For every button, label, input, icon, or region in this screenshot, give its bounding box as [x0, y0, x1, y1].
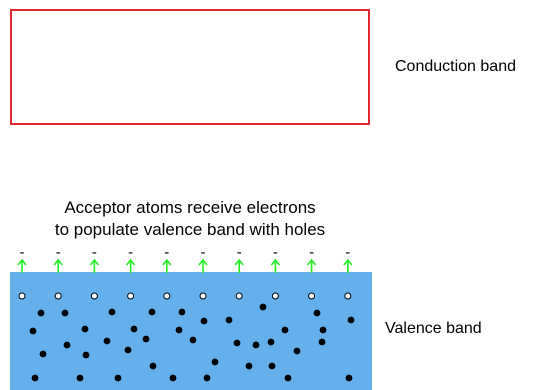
arrow-head-icon: [125, 258, 136, 266]
acceptor-symbol: -: [56, 244, 61, 261]
electron: [233, 339, 241, 347]
electron: [259, 303, 267, 311]
acceptor-symbol: -: [273, 244, 278, 261]
electron: [61, 309, 69, 317]
electron: [130, 325, 138, 333]
valence-band-region: [10, 272, 372, 390]
electron: [178, 308, 186, 316]
electron: [313, 309, 321, 317]
electron: [268, 362, 276, 370]
electron: [345, 374, 353, 382]
arrow-head-icon: [306, 258, 317, 266]
arrow-head-icon: [17, 258, 27, 266]
electron: [103, 337, 111, 345]
acceptor-caption-line1: Acceptor atoms receive electrons: [64, 198, 316, 217]
electron: [347, 316, 355, 324]
arrow-head-icon: [162, 258, 172, 266]
electron: [200, 317, 208, 325]
hole: [18, 292, 26, 300]
electron: [81, 325, 89, 333]
acceptor-symbol: -: [164, 244, 169, 261]
hole: [235, 292, 243, 300]
electron: [281, 326, 289, 334]
hole: [199, 292, 207, 300]
electron: [108, 308, 116, 316]
electron: [124, 346, 132, 354]
electron: [169, 374, 177, 382]
arrow-head-icon: [89, 258, 100, 266]
electron: [29, 327, 37, 335]
arrow-head-icon: [270, 258, 281, 266]
conduction-band-label: Conduction band: [395, 58, 516, 75]
valence-band-label: Valence band: [385, 320, 482, 337]
acceptor-symbol: -: [309, 244, 314, 261]
electron: [252, 341, 260, 349]
electron: [203, 374, 211, 382]
acceptor-symbol: -: [92, 244, 97, 261]
electron: [37, 309, 45, 317]
electron: [149, 362, 157, 370]
conduction-band-box: [10, 9, 370, 125]
acceptor-symbol: -: [201, 244, 206, 261]
electron: [76, 374, 84, 382]
electron: [225, 316, 233, 324]
hole: [163, 292, 171, 300]
acceptor-symbol: -: [345, 244, 350, 261]
hole: [308, 292, 316, 300]
acceptor-caption-line2: to populate valence band with holes: [54, 220, 326, 239]
electron: [267, 338, 275, 346]
electron: [211, 358, 219, 366]
electron: [63, 341, 71, 349]
electron: [284, 374, 292, 382]
electron: [318, 338, 326, 346]
electron: [175, 326, 183, 334]
arrow-head-icon: [234, 258, 244, 266]
electron: [31, 374, 39, 382]
electron: [114, 374, 122, 382]
electron: [245, 362, 253, 370]
hole: [271, 292, 279, 300]
hole: [344, 292, 352, 300]
arrow-head-icon: [53, 258, 63, 266]
electron: [293, 347, 301, 355]
electron: [82, 351, 90, 359]
electron: [189, 336, 197, 344]
acceptor-symbol: -: [128, 244, 133, 261]
electron: [39, 350, 47, 358]
acceptor-symbol: -: [237, 244, 242, 261]
hole: [54, 292, 62, 300]
hole: [127, 292, 135, 300]
arrow-head-icon: [198, 258, 208, 266]
hole: [90, 292, 98, 300]
arrow-head-icon: [343, 258, 353, 266]
acceptor-symbol: -: [20, 244, 25, 261]
electron: [148, 308, 156, 316]
electron: [142, 335, 150, 343]
electron: [319, 326, 327, 334]
